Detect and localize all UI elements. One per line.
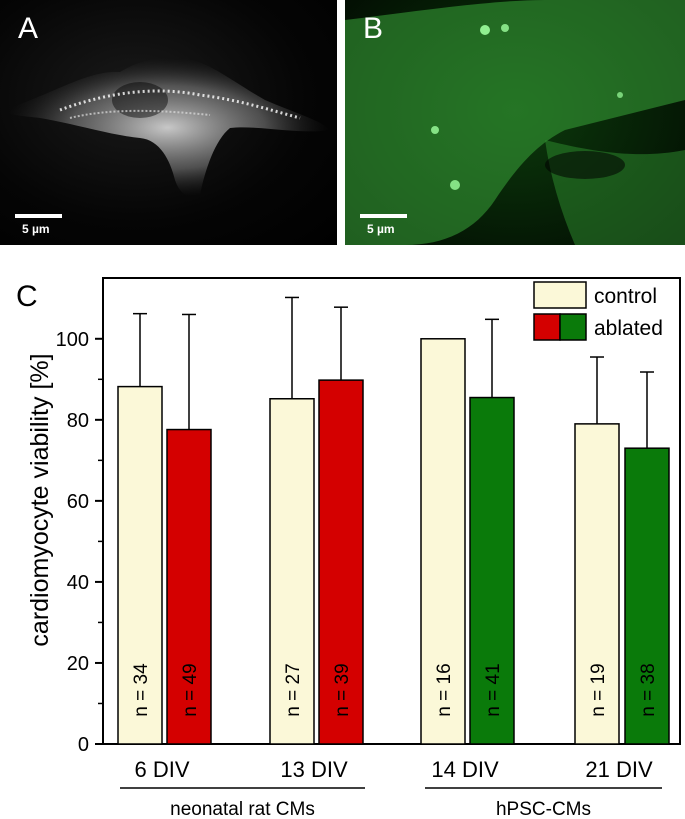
n-count-label: n = 41 [483,663,504,716]
legend-label-ablated: ablated [594,317,663,340]
x-category-label: 6 DIV [134,757,189,782]
legend-swatch-ablated-red [533,313,561,341]
panel-b-micrograph: B 5 µm [345,0,685,245]
panel-c-letter: C [16,280,38,313]
x-category-label: 14 DIV [431,757,499,782]
group-label: neonatal rat CMs [170,799,315,819]
ablated-bar-3 [624,447,670,745]
n-count-label: n = 19 [588,663,609,716]
legend: control ablated [533,281,663,341]
legend-swatch-control [533,281,587,309]
legend-label-control: control [594,285,657,308]
y-tick-label: 100 [56,329,89,351]
control-bar-1 [269,398,315,745]
x-axis: 6 DIV 13 DIV 14 DIV 21 DIV neonatal rat CMs h… [120,757,662,819]
panel-b-letter: B [363,12,384,45]
n-count-label: n = 16 [434,663,455,716]
y-axis: 0 20 40 60 80 100 [56,329,103,756]
viability-bar-chart: C cardiomyocyte viability [%] 0 20 40 60 80 1… [16,277,681,819]
n-count-label: n = 49 [180,663,201,716]
control-bar-2 [420,338,466,745]
n-count-label: n = 27 [283,663,304,716]
panel-b-scale-label: 5 µm [367,222,395,236]
x-category-label: 21 DIV [585,757,653,782]
panel-b-scalebar [360,214,407,218]
legend-swatch-ablated-green [559,313,587,341]
panel-a-cell-image [5,58,330,197]
panel-a-letter: A [18,12,39,45]
x-category-label: 13 DIV [280,757,348,782]
y-tick-label: 40 [67,572,89,594]
n-count-label: n = 38 [638,663,659,716]
y-tick-label: 0 [78,734,89,756]
panel-a-micrograph: A 5 µm [0,0,337,245]
plot-frame [102,277,681,745]
y-axis-label: cardiomyocyte viability [%] [26,353,54,646]
y-tick-label: 20 [67,653,89,675]
panel-a-scale-label: 5 µm [22,222,50,236]
group-label: hPSC-CMs [496,799,591,819]
bar-series: n = 34 n = 27 n = 16 n = 19 n = 49 n = 39 n = … [117,296,670,745]
ablated-bar-0 [166,428,212,745]
panel-a-scalebar [15,214,62,218]
panel-b-cell-image [345,0,685,245]
control-bar-3 [574,423,620,745]
control-bar-0 [117,385,163,745]
y-tick-label: 60 [67,491,89,513]
n-count-label: n = 34 [131,663,152,717]
n-count-label: n = 39 [332,663,353,716]
y-tick-label: 80 [67,410,89,432]
